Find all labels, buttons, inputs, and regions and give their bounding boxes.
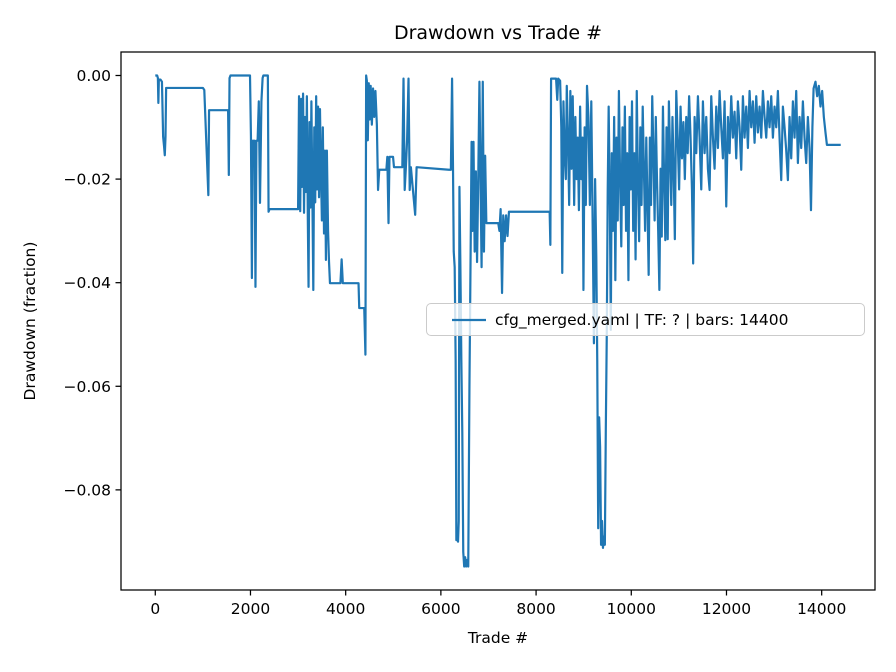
y-tick-label: −0.08 xyxy=(64,481,112,499)
x-tick-label: 0 xyxy=(150,600,160,618)
x-tick-label: 12000 xyxy=(702,600,751,618)
legend-label: cfg_merged.yaml | TF: ? | bars: 14400 xyxy=(495,310,789,329)
x-tick-label: 6000 xyxy=(421,600,460,618)
chart-title: Drawdown vs Trade # xyxy=(393,22,603,44)
drawdown-line xyxy=(155,74,841,568)
legend-box: cfg_merged.yaml | TF: ? | bars: 14400 xyxy=(426,303,865,336)
y-tick-label: −0.04 xyxy=(64,274,112,292)
x-tick-label: 4000 xyxy=(326,600,365,618)
y-tick-label: 0.00 xyxy=(76,67,111,85)
x-tick-label: 14000 xyxy=(797,600,846,618)
y-tick-label: −0.02 xyxy=(64,171,112,189)
axes-frame xyxy=(120,51,876,591)
x-tick-label: 2000 xyxy=(231,600,270,618)
x-tick-label: 8000 xyxy=(516,600,555,618)
x-tick-label: 10000 xyxy=(607,600,656,618)
y-axis-label: Drawdown (fraction) xyxy=(21,241,39,401)
y-tick-label: −0.06 xyxy=(64,378,112,396)
legend-line-sample xyxy=(452,318,486,321)
x-axis-label: Trade # xyxy=(467,629,529,647)
